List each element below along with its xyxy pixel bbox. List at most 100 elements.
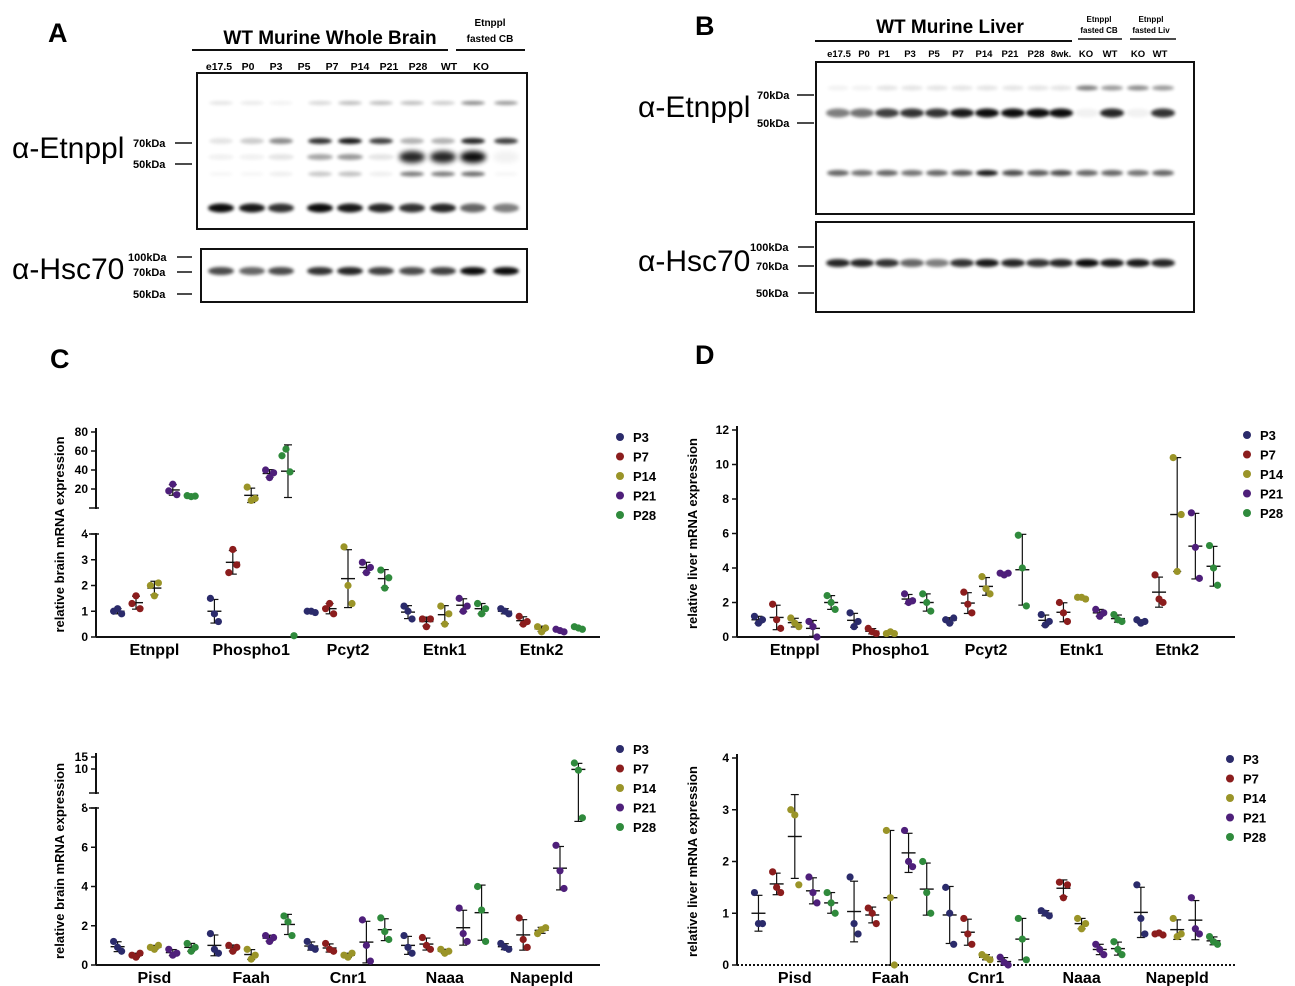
- panel-a-lane-label-7: P28: [409, 61, 428, 73]
- data-point-P21: [1100, 609, 1108, 617]
- y-axis-label: relative liver mRNA expression: [685, 438, 700, 629]
- blot-a-band-100-4: [338, 101, 362, 105]
- legend-label-P21: P21: [633, 801, 656, 816]
- data-point-P3: [950, 614, 958, 622]
- data-point-P7: [426, 945, 435, 953]
- axis-break-gap: [86, 509, 100, 533]
- y-tick-label: 8: [81, 801, 88, 815]
- blot-a-hsc70-band-2: [268, 267, 294, 275]
- data-point-P7: [225, 569, 233, 577]
- category-label: Faah: [872, 970, 909, 986]
- panel-b-control2-title-2: fasted Liv: [1132, 26, 1170, 35]
- data-point-P28: [1110, 938, 1118, 946]
- data-point-P21: [269, 469, 278, 477]
- data-point-P7: [225, 941, 233, 949]
- data-point-P3: [114, 605, 122, 613]
- data-point-P3: [110, 937, 118, 946]
- category-label: Pisd: [138, 970, 172, 986]
- blot-a-band-low-1: [239, 203, 265, 213]
- data-point-P28: [574, 766, 582, 774]
- data-point-P7: [968, 609, 976, 617]
- data-point-P21: [805, 617, 813, 626]
- data-point-P21: [362, 941, 370, 949]
- data-point-P21: [169, 480, 177, 488]
- data-point-P3: [1133, 881, 1141, 889]
- data-point-P28: [919, 590, 927, 598]
- data-point-P21: [173, 491, 181, 499]
- blot-b-hsc70-band-5: [950, 259, 974, 267]
- blot-b-band-60-2: [875, 108, 899, 118]
- data-point-P28: [831, 909, 839, 917]
- legend-marker-P7: [1243, 450, 1251, 459]
- legend-marker-P21: [616, 803, 624, 812]
- blot-b-hsc70-band-4: [925, 259, 949, 267]
- data-point-P28: [477, 610, 486, 618]
- blot-b-band-35-0: [827, 170, 849, 176]
- blot-a-band-45-0: [209, 172, 233, 177]
- blot-a-band-45-9: [494, 172, 518, 177]
- data-point-P3: [1045, 912, 1053, 920]
- data-point-P3: [118, 610, 126, 618]
- data-point-P3: [946, 619, 954, 627]
- data-point-P7: [769, 868, 777, 876]
- blot-a-band-70-7: [431, 138, 455, 144]
- data-point-P3: [758, 616, 767, 624]
- data-point-P21: [1004, 961, 1012, 969]
- data-point-P21: [358, 916, 366, 924]
- blot-a-band-70-0: [209, 138, 233, 144]
- data-point-P28: [578, 625, 586, 633]
- blot-a-band-50-8: [460, 151, 486, 163]
- blot-b-band-80-8: [1027, 85, 1049, 91]
- data-point-P14: [986, 956, 994, 964]
- panel-b-control1-title-2: fasted CB: [1080, 26, 1118, 35]
- data-point-P21: [366, 957, 374, 965]
- data-point-P7: [233, 561, 241, 569]
- blot-b-band-60-13: [1151, 108, 1175, 118]
- legend-label-P21: P21: [1243, 811, 1266, 826]
- blot-b-band-35-6: [976, 170, 998, 176]
- panel-a-lane-label-4: P7: [326, 61, 339, 73]
- legend-label-P14: P14: [1260, 467, 1284, 482]
- data-point-P14: [542, 924, 550, 932]
- data-point-P3: [854, 930, 862, 938]
- blot-a-band-50-2: [268, 154, 294, 160]
- data-point-P28: [381, 584, 389, 592]
- blot-a-band-50-5: [368, 154, 394, 160]
- panel-b-lane-label-7: P21: [1002, 49, 1020, 60]
- category-label: Pisd: [778, 970, 812, 986]
- y-tick-label: 0: [722, 958, 729, 972]
- data-point-P3: [404, 943, 412, 951]
- data-point-P21: [1092, 605, 1100, 614]
- panel-b-marker-50: 50kDa: [757, 118, 790, 130]
- y-tick-label: 2: [722, 855, 729, 869]
- data-point-P14: [1177, 930, 1185, 938]
- panel-a-control-title-2: fasted CB: [467, 34, 514, 45]
- panel-a-title: WT Murine Whole Brain: [223, 28, 436, 49]
- blot-b-hsc70-band-9: [1049, 259, 1073, 267]
- y-tick-label: 2: [722, 596, 729, 610]
- category-label: Pcyt2: [965, 642, 1008, 659]
- blot-a-hsc70-band-6: [399, 267, 425, 275]
- panel-a-lane-label-0: e17.5: [206, 61, 232, 73]
- data-point-P3: [404, 607, 412, 615]
- blot-a-band-low-9: [493, 203, 519, 213]
- data-point-P7: [868, 909, 876, 917]
- data-point-P14: [986, 590, 994, 598]
- data-point-P28: [288, 931, 296, 940]
- blot-b-band-60-5: [950, 108, 974, 118]
- legend-marker-P28: [1226, 833, 1234, 841]
- data-point-P28: [1118, 951, 1126, 959]
- data-point-P7: [136, 605, 144, 613]
- data-point-P21: [265, 474, 274, 482]
- data-point-P14: [150, 592, 158, 600]
- blot-b-band-60-0: [826, 108, 850, 118]
- data-point-P7: [229, 545, 237, 554]
- data-point-P14: [787, 806, 795, 814]
- data-point-P3: [1037, 610, 1045, 619]
- category-label: Etnk1: [423, 642, 467, 659]
- data-point-P7: [1063, 881, 1072, 889]
- data-point-P28: [481, 937, 490, 946]
- data-point-P28: [570, 759, 578, 767]
- blot-b-band-80-3: [901, 85, 923, 91]
